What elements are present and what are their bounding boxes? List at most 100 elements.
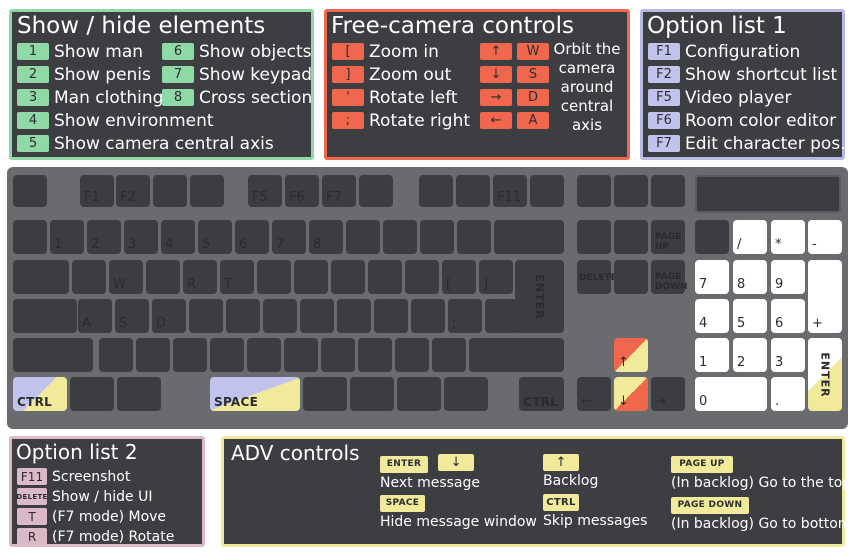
key-ctrl-left[interactable]: CTRL bbox=[13, 377, 67, 411]
key-v[interactable] bbox=[210, 338, 244, 372]
key-num-star[interactable]: * bbox=[771, 220, 805, 254]
key-comma[interactable] bbox=[358, 338, 392, 372]
key-2[interactable]: 2 bbox=[87, 220, 121, 254]
key-ctrl-right[interactable]: CTRL bbox=[519, 377, 564, 411]
key-6[interactable]: 6 bbox=[235, 220, 269, 254]
key-enter[interactable]: ENTER bbox=[515, 260, 564, 333]
key-alt-right[interactable] bbox=[303, 377, 347, 411]
key-num-dot[interactable]: . bbox=[771, 377, 805, 411]
key-i[interactable] bbox=[331, 260, 365, 294]
key-equals[interactable] bbox=[457, 220, 491, 254]
key-num-5[interactable]: 5 bbox=[733, 299, 767, 333]
key-num-4[interactable]: 4 bbox=[695, 299, 729, 333]
key-fn[interactable] bbox=[444, 377, 488, 411]
key-f7[interactable]: F7 bbox=[322, 175, 356, 207]
key-s[interactable]: S bbox=[115, 299, 149, 333]
key-z[interactable] bbox=[99, 338, 133, 372]
key-delete[interactable]: DELETE bbox=[577, 260, 617, 294]
key-r[interactable]: R bbox=[183, 260, 217, 294]
key-w[interactable]: W bbox=[109, 260, 143, 294]
key-3[interactable]: 3 bbox=[124, 220, 158, 254]
key-f3[interactable] bbox=[153, 175, 187, 207]
key-insert[interactable] bbox=[577, 220, 611, 254]
key-f12[interactable] bbox=[530, 175, 564, 207]
key-a[interactable]: A bbox=[78, 299, 112, 333]
key-num-7[interactable]: 7 bbox=[695, 260, 729, 294]
key-home[interactable] bbox=[614, 220, 648, 254]
key-num-8[interactable]: 8 bbox=[733, 260, 767, 294]
key-f[interactable] bbox=[189, 299, 223, 333]
key-f11[interactable]: F11 bbox=[493, 175, 527, 207]
key-4[interactable]: 4 bbox=[161, 220, 195, 254]
key-num-slash[interactable]: / bbox=[733, 220, 767, 254]
key-menu[interactable] bbox=[397, 377, 441, 411]
key-arrow-right[interactable]: → bbox=[651, 377, 685, 411]
key-0[interactable] bbox=[383, 220, 417, 254]
key-e[interactable] bbox=[146, 260, 180, 294]
key-num-plus[interactable]: + bbox=[808, 260, 842, 333]
key-9[interactable] bbox=[346, 220, 380, 254]
key-q[interactable] bbox=[72, 260, 106, 294]
key-p[interactable] bbox=[405, 260, 439, 294]
key-slash[interactable] bbox=[432, 338, 466, 372]
key-arrow-down[interactable]: ↓ bbox=[614, 377, 648, 411]
key-8[interactable]: 8 bbox=[309, 220, 343, 254]
key-period[interactable] bbox=[395, 338, 429, 372]
key-o[interactable] bbox=[368, 260, 402, 294]
key-right-bracket[interactable]: ] bbox=[479, 260, 513, 294]
key-scroll[interactable] bbox=[614, 175, 648, 207]
key-numlock[interactable] bbox=[695, 220, 729, 254]
key-f8[interactable] bbox=[359, 175, 393, 207]
key-f10[interactable] bbox=[456, 175, 490, 207]
key-print[interactable] bbox=[577, 175, 611, 207]
key-shift-right[interactable] bbox=[469, 338, 564, 372]
key-tab[interactable] bbox=[13, 260, 69, 294]
key-num-3[interactable]: 3 bbox=[771, 338, 805, 372]
key-num-9[interactable]: 9 bbox=[771, 260, 805, 294]
key-f5[interactable]: F5 bbox=[248, 175, 282, 207]
key-d[interactable]: D bbox=[152, 299, 186, 333]
key-x[interactable] bbox=[136, 338, 170, 372]
key-pause[interactable] bbox=[651, 175, 685, 207]
key-y[interactable] bbox=[257, 260, 291, 294]
key-shift-left[interactable] bbox=[13, 338, 93, 372]
key-f6[interactable]: F6 bbox=[285, 175, 319, 207]
key-semicolon[interactable]: ; bbox=[448, 299, 482, 333]
key-t[interactable]: T bbox=[220, 260, 254, 294]
key-b[interactable] bbox=[247, 338, 281, 372]
key-quote[interactable]: ' bbox=[485, 299, 519, 333]
key-arrow-left[interactable]: ← bbox=[577, 377, 611, 411]
key-f4[interactable] bbox=[190, 175, 224, 207]
key-alt-left[interactable] bbox=[117, 377, 161, 411]
key-esc[interactable] bbox=[13, 175, 47, 207]
key-num-2[interactable]: 2 bbox=[733, 338, 767, 372]
key-backtick[interactable] bbox=[13, 220, 47, 254]
key-num-0[interactable]: 0 bbox=[695, 377, 767, 411]
key-minus[interactable] bbox=[420, 220, 454, 254]
key-page-up[interactable]: PAGE UP bbox=[651, 220, 685, 254]
key-k[interactable] bbox=[337, 299, 371, 333]
key-l[interactable] bbox=[374, 299, 408, 333]
key-num-enter[interactable]: ENTER bbox=[808, 338, 842, 411]
key-num-1[interactable]: 1 bbox=[695, 338, 729, 372]
key-win-left[interactable] bbox=[70, 377, 114, 411]
key-win-right[interactable] bbox=[350, 377, 394, 411]
key-end[interactable] bbox=[614, 260, 648, 294]
key-page-down[interactable]: PAGE DOWN bbox=[651, 260, 688, 294]
key-m[interactable] bbox=[321, 338, 355, 372]
key-backspace[interactable] bbox=[494, 220, 564, 254]
key-n[interactable] bbox=[284, 338, 318, 372]
key-1[interactable]: 1 bbox=[50, 220, 84, 254]
key-g[interactable] bbox=[226, 299, 260, 333]
key-l2[interactable] bbox=[411, 299, 445, 333]
key-num-6[interactable]: 6 bbox=[771, 299, 805, 333]
key-left-bracket[interactable]: [ bbox=[442, 260, 476, 294]
key-space[interactable]: SPACE bbox=[210, 377, 300, 411]
key-num-minus[interactable]: - bbox=[808, 220, 842, 254]
key-f2[interactable]: F2 bbox=[116, 175, 150, 207]
key-j[interactable] bbox=[300, 299, 334, 333]
key-7[interactable]: 7 bbox=[272, 220, 306, 254]
key-c[interactable] bbox=[173, 338, 207, 372]
key-f1[interactable]: F1 bbox=[80, 175, 114, 207]
key-f9[interactable] bbox=[419, 175, 453, 207]
